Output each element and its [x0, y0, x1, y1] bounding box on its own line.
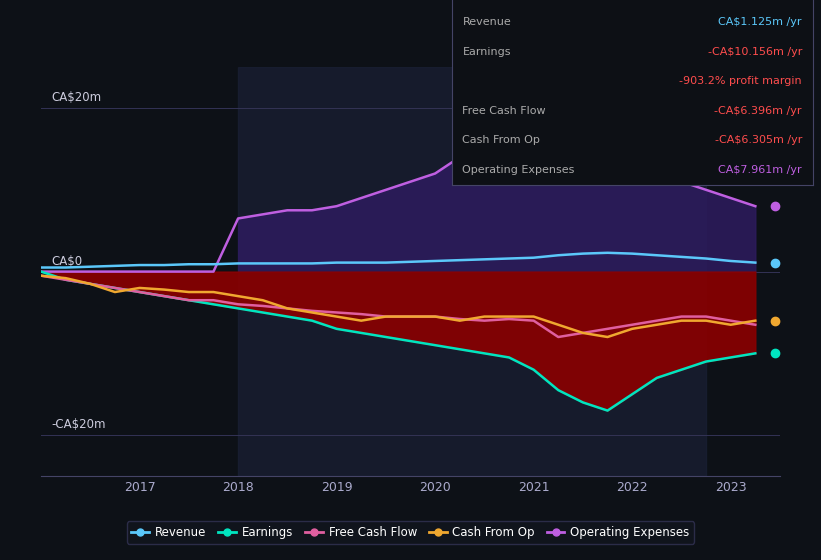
Text: CA$20m: CA$20m	[51, 91, 101, 104]
Text: Earnings: Earnings	[462, 46, 511, 57]
Text: Revenue: Revenue	[462, 17, 511, 27]
Text: Free Cash Flow: Free Cash Flow	[462, 106, 546, 116]
Text: CA$7.961m /yr: CA$7.961m /yr	[718, 165, 802, 175]
Text: CA$1.125m /yr: CA$1.125m /yr	[718, 17, 802, 27]
Text: Cash From Op: Cash From Op	[462, 136, 540, 146]
Text: -CA$10.156m /yr: -CA$10.156m /yr	[708, 46, 802, 57]
Text: -CA$6.305m /yr: -CA$6.305m /yr	[714, 136, 802, 146]
Text: -CA$6.396m /yr: -CA$6.396m /yr	[714, 106, 802, 116]
Text: CA$0: CA$0	[51, 254, 82, 268]
Bar	[238, 67, 706, 476]
Legend: Revenue, Earnings, Free Cash Flow, Cash From Op, Operating Expenses: Revenue, Earnings, Free Cash Flow, Cash …	[126, 521, 695, 544]
Text: -903.2% profit margin: -903.2% profit margin	[679, 76, 802, 86]
Text: -CA$20m: -CA$20m	[51, 418, 105, 431]
Text: Operating Expenses: Operating Expenses	[462, 165, 575, 175]
